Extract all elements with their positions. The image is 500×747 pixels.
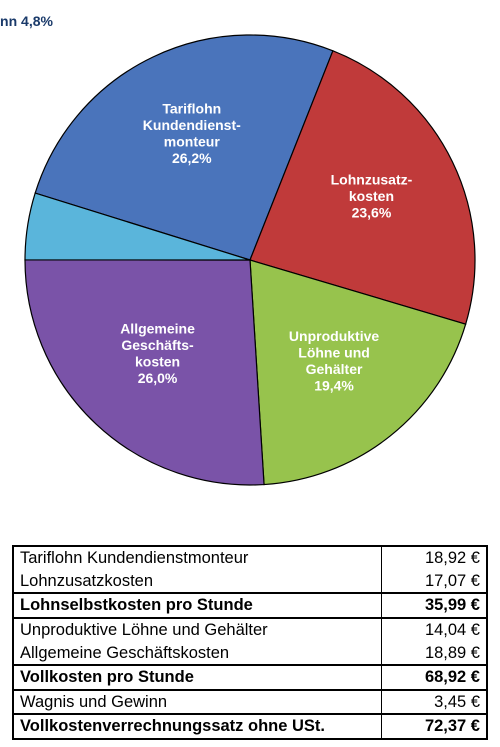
row-value: 18,89 € [382, 642, 488, 666]
table-row: Lohnselbstkosten pro Stunde35,99 € [13, 593, 487, 618]
cost-table: Tariflohn Kundendienstmonteur18,92 €Lohn… [12, 545, 488, 740]
row-label: Vollkostenverrechnungssatz ohne USt. [13, 714, 382, 739]
row-value: 14,04 € [382, 618, 488, 642]
row-label: Wagnis und Gewinn [13, 690, 382, 715]
row-label: Lohnzusatzkosten [13, 570, 382, 594]
table-row: Lohnzusatzkosten17,07 € [13, 570, 487, 594]
row-label: Allgemeine Geschäftskosten [13, 642, 382, 666]
slice-label: Gewinn 4,8% [0, 13, 54, 29]
row-value: 68,92 € [382, 665, 488, 690]
table-row: Unproduktive Löhne und Gehälter14,04 € [13, 618, 487, 642]
row-label: Unproduktive Löhne und Gehälter [13, 618, 382, 642]
row-value: 18,92 € [382, 546, 488, 570]
row-value: 3,45 € [382, 690, 488, 715]
row-value: 72,37 € [382, 714, 488, 739]
pie-chart: TariflohnKundendienst-monteur26,2%Lohnzu… [0, 0, 500, 520]
row-label: Vollkosten pro Stunde [13, 665, 382, 690]
table-row: Vollkostenverrechnungssatz ohne USt.72,3… [13, 714, 487, 739]
table-row: Vollkosten pro Stunde68,92 € [13, 665, 487, 690]
row-label: Lohnselbstkosten pro Stunde [13, 593, 382, 618]
row-value: 35,99 € [382, 593, 488, 618]
row-label: Tariflohn Kundendienstmonteur [13, 546, 382, 570]
table-row: Tariflohn Kundendienstmonteur18,92 € [13, 546, 487, 570]
row-value: 17,07 € [382, 570, 488, 594]
table-row: Wagnis und Gewinn3,45 € [13, 690, 487, 715]
table-row: Allgemeine Geschäftskosten18,89 € [13, 642, 487, 666]
